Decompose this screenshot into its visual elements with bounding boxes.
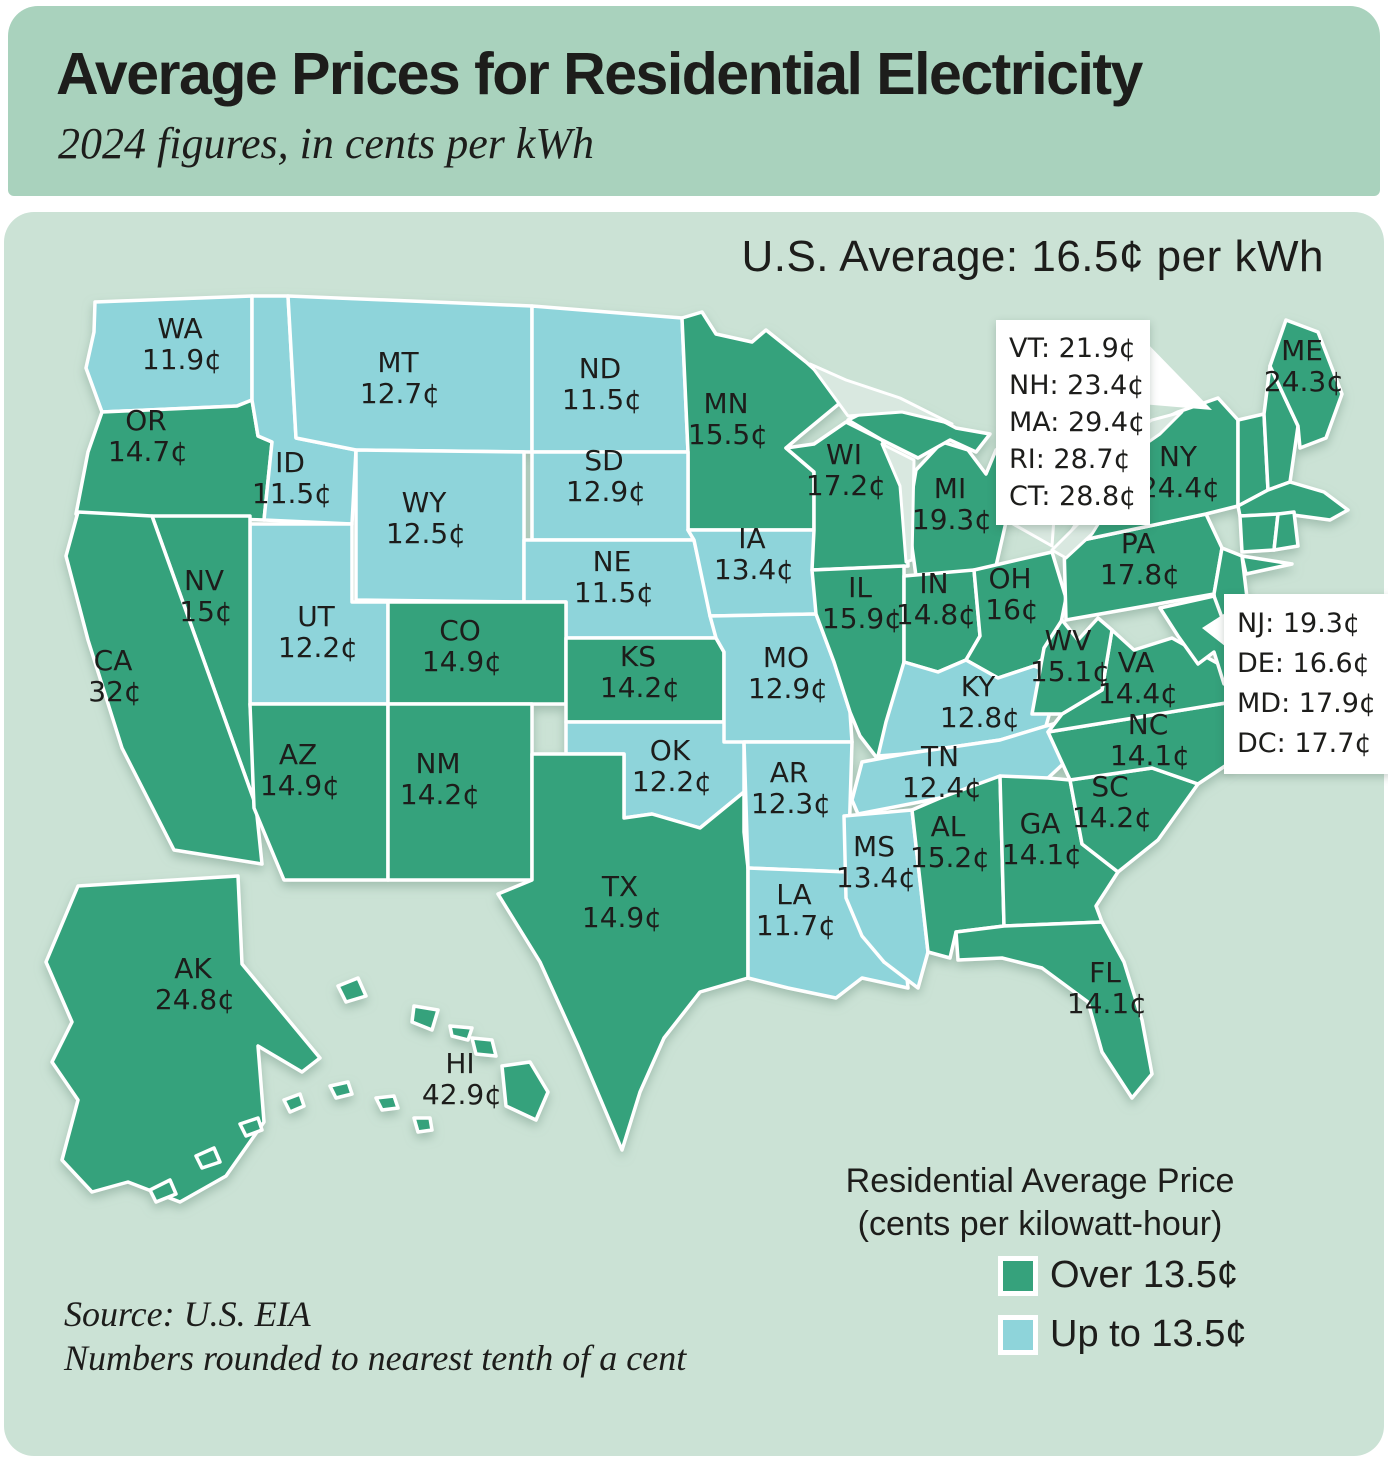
state-label-OK: OK 12.2¢ [632,734,712,798]
state-FL [954,920,1154,1100]
callout-row: NH: 23.4¢ [1009,370,1145,401]
state-label-WA: WA 11.9¢ [142,312,222,376]
state-TX [496,752,750,1152]
legend-title-line2: (cents per kilowatt-hour) [857,1205,1223,1243]
state-AK [44,874,434,1204]
legend-swatch-over [998,1255,1038,1296]
state-label-ID: ID 11.5¢ [252,446,332,510]
state-label-SD: SD 12.9¢ [566,444,646,508]
state-WV [1030,616,1114,716]
state-label-PA: PA 17.8¢ [1100,527,1180,591]
callout-pointer-midatlantic [1202,610,1230,650]
state-label-AK: AK 24.8¢ [155,952,235,1016]
state-label-WI: WI 17.2¢ [806,438,886,502]
legend-item-over: Over 13.5¢ [998,1254,1246,1297]
state-label-IL: IL 15.9¢ [822,571,902,635]
legend-title: Residential Average Price (cents per kil… [830,1160,1250,1246]
legend-swatch-upto [998,1314,1038,1355]
callout-row: CT: 28.8¢ [1009,481,1137,512]
callout-row: DE: 16.6¢ [1237,648,1370,679]
page-title: Average Prices for Residential Electrici… [56,41,1143,107]
state-CA [64,510,264,866]
callout-pointer-northeast [1142,338,1212,410]
state-label-NV: NV 15¢ [179,564,232,628]
callout-northeast: VT: 21.9¢ NH: 23.4¢ MA: 29.4¢ RI: 28.7¢ … [996,320,1150,525]
state-label-UT: UT 12.2¢ [278,600,358,664]
legend-label-over: Over 13.5¢ [1050,1254,1238,1296]
state-label-MO: MO 12.9¢ [748,641,828,705]
lake-superior [808,362,954,426]
state-label-MN: MN 15.5¢ [688,387,768,451]
state-label-TN: TN 12.4¢ [902,740,982,804]
state-label-OR: OR 14.7¢ [108,404,188,468]
state-label-NM: NM 14.2¢ [400,747,480,811]
legend-title-line1: Residential Average Price [845,1162,1235,1200]
callout-row: MA: 29.4¢ [1009,407,1146,438]
state-label-AL: AL 15.2¢ [910,810,990,874]
state-NH [1262,364,1300,492]
legend: Over 13.5¢ Up to 13.5¢ [998,1254,1246,1372]
state-label-AZ: AZ 14.9¢ [260,738,340,802]
header-banner: Average Prices for Residential Electrici… [8,6,1380,196]
source-line2: Numbers rounded to nearest tenth of a ce… [64,1338,687,1378]
lake-michigan [880,442,916,564]
state-label-WV: WV 15.1¢ [1030,624,1110,688]
callout-row: DC: 17.7¢ [1237,728,1372,759]
state-label-LA: LA 11.7¢ [756,878,836,942]
state-label-CA: CA 32¢ [88,644,141,708]
state-label-KS: KS 14.2¢ [600,640,680,704]
state-label-ME: ME 24.3¢ [1264,334,1344,398]
state-label-KY: KY 12.8¢ [940,670,1020,734]
state-label-HI: HI 42.9¢ [422,1047,502,1111]
state-label-OH: OH 16¢ [985,562,1038,626]
state-label-MS: MS 13.4¢ [836,830,916,894]
state-RI [1272,510,1300,552]
state-label-NC: NC 14.1¢ [1110,708,1190,772]
state-AZ [248,702,390,882]
legend-item-upto: Up to 13.5¢ [998,1313,1246,1356]
state-HI [336,976,550,1122]
state-label-VA: VA 14.4¢ [1098,646,1178,710]
state-label-IA: IA 13.4¢ [714,522,794,586]
page-subtitle: 2024 figures, in cents per kWh [58,119,595,168]
state-label-GA: GA 14.1¢ [1002,807,1082,871]
us-average-label: U.S. Average: 16.5¢ per kWh [741,232,1324,281]
state-label-IN: IN 14.8¢ [896,567,976,631]
legend-label-upto: Up to 13.5¢ [1050,1313,1247,1355]
source-line1: Source: U.S. EIA [64,1294,311,1334]
state-ME [1268,318,1344,450]
state-label-NE: NE 11.5¢ [574,545,654,609]
callout-row: NJ: 19.3¢ [1237,608,1361,639]
state-CT [1238,512,1280,554]
state-label-FL: FL 14.1¢ [1067,956,1147,1020]
callout-row: RI: 28.7¢ [1009,444,1131,475]
callout-midatlantic: NJ: 19.3¢ DE: 16.6¢ MD: 17.9¢ DC: 17.7¢ [1224,594,1388,774]
state-label-WY: WY 12.5¢ [386,486,466,550]
state-label-MT: MT 12.7¢ [360,346,440,410]
state-label-SC: SC 14.2¢ [1072,770,1152,834]
state-label-TX: TX 14.9¢ [582,870,662,934]
callout-row: VT: 21.9¢ [1009,333,1136,364]
state-label-ND: ND 11.5¢ [562,352,642,416]
state-label-NY: NY 24.4¢ [1140,440,1220,504]
state-label-CO: CO 14.9¢ [422,614,502,678]
source-note: Source: U.S. EIA Numbers rounded to near… [64,1292,686,1380]
callout-row: MD: 17.9¢ [1237,688,1377,719]
state-label-AR: AR 12.3¢ [751,756,831,820]
state-label-MI: MI 19.3¢ [912,472,992,536]
